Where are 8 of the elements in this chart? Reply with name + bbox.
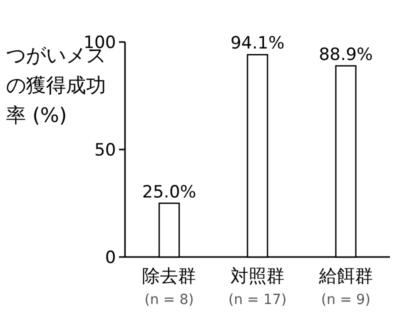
data-label: 25.0% [142, 182, 196, 202]
y-tick-label: 0 [105, 248, 116, 268]
x-tick-label: 対照群 (n = 17) [228, 266, 287, 308]
y-tick-label: 50 [94, 140, 116, 160]
data-label: 88.9% [318, 44, 373, 65]
data-label: 94.1% [230, 34, 285, 54]
x-tick-label: 除去群 (n = 8) [142, 266, 196, 308]
x-tick-label: 給餌群 (n = 9) [318, 266, 373, 308]
